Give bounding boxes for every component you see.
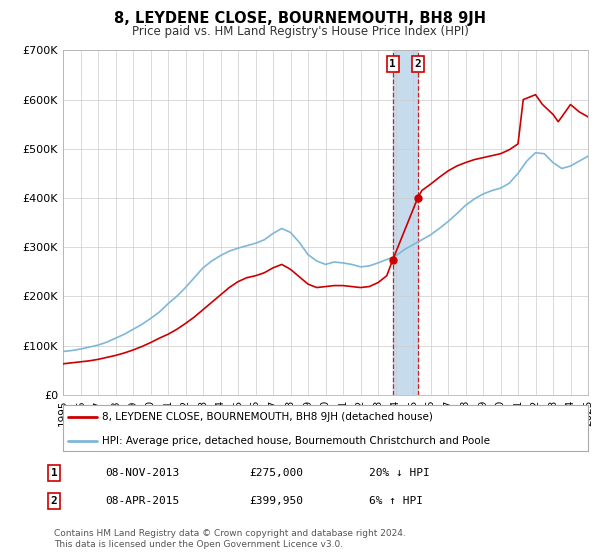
Text: Price paid vs. HM Land Registry's House Price Index (HPI): Price paid vs. HM Land Registry's House … <box>131 25 469 38</box>
Text: 8, LEYDENE CLOSE, BOURNEMOUTH, BH8 9JH: 8, LEYDENE CLOSE, BOURNEMOUTH, BH8 9JH <box>114 11 486 26</box>
Text: £399,950: £399,950 <box>249 496 303 506</box>
Text: 2: 2 <box>415 59 421 69</box>
Text: 08-APR-2015: 08-APR-2015 <box>105 496 179 506</box>
Text: HPI: Average price, detached house, Bournemouth Christchurch and Poole: HPI: Average price, detached house, Bour… <box>103 436 490 446</box>
Text: 20% ↓ HPI: 20% ↓ HPI <box>369 468 430 478</box>
Text: 08-NOV-2013: 08-NOV-2013 <box>105 468 179 478</box>
Text: 1: 1 <box>50 468 58 478</box>
Text: 2: 2 <box>50 496 58 506</box>
Text: Contains HM Land Registry data © Crown copyright and database right 2024.
This d: Contains HM Land Registry data © Crown c… <box>54 529 406 549</box>
Bar <box>393 50 418 395</box>
Text: 6% ↑ HPI: 6% ↑ HPI <box>369 496 423 506</box>
Text: 1: 1 <box>389 59 396 69</box>
Text: 8, LEYDENE CLOSE, BOURNEMOUTH, BH8 9JH (detached house): 8, LEYDENE CLOSE, BOURNEMOUTH, BH8 9JH (… <box>103 412 433 422</box>
Text: £275,000: £275,000 <box>249 468 303 478</box>
